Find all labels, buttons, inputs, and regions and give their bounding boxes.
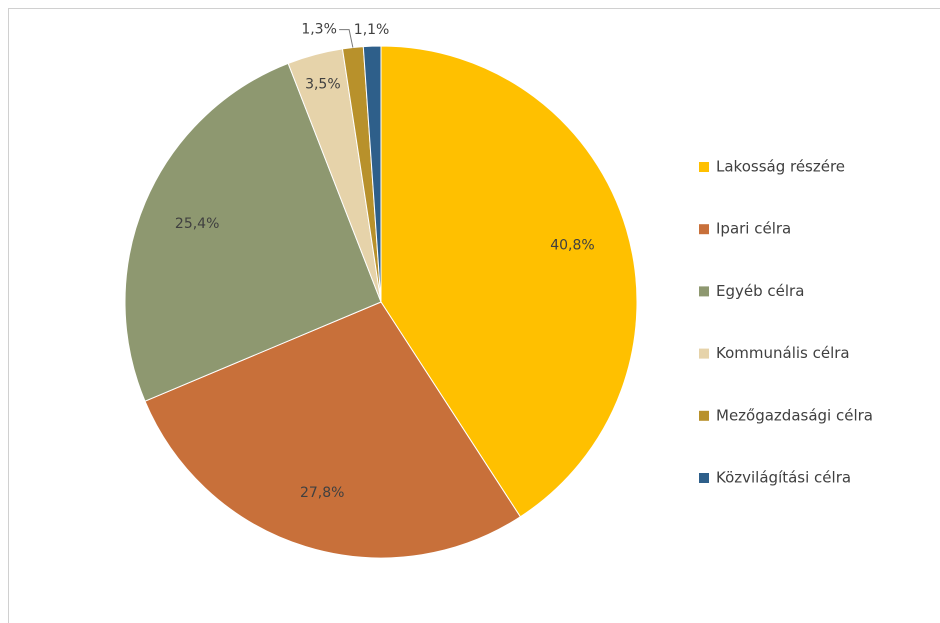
- legend-label: Közvilágítási célra: [716, 469, 851, 487]
- data-label: 25,4%: [175, 216, 219, 232]
- pie-slice: [124, 62, 382, 402]
- leader-line: [339, 29, 354, 48]
- legend-label: Lakosság részére: [716, 158, 845, 176]
- pie-slice: [362, 45, 382, 303]
- legend-swatch: [699, 224, 709, 235]
- legend-swatch: [699, 410, 709, 421]
- data-label: 40,8%: [550, 237, 594, 253]
- data-label: 27,8%: [300, 485, 344, 501]
- legend-swatch: [699, 348, 709, 359]
- legend-label: Ipari célra: [716, 220, 791, 238]
- data-label: 3,5%: [305, 76, 341, 92]
- legend-label: Egyéb célra: [716, 282, 804, 300]
- legend-swatch: [699, 286, 709, 297]
- legend-label: Kommunális célra: [716, 344, 850, 362]
- data-label: 1,1%: [354, 22, 390, 38]
- pie-slice: [380, 45, 638, 518]
- data-label: 1,3%: [301, 22, 337, 38]
- legend-swatch: [699, 473, 709, 483]
- legend-label: Mezőgazdasági célra: [716, 406, 873, 424]
- legend-swatch: [699, 162, 709, 172]
- pie-slice: [144, 301, 522, 559]
